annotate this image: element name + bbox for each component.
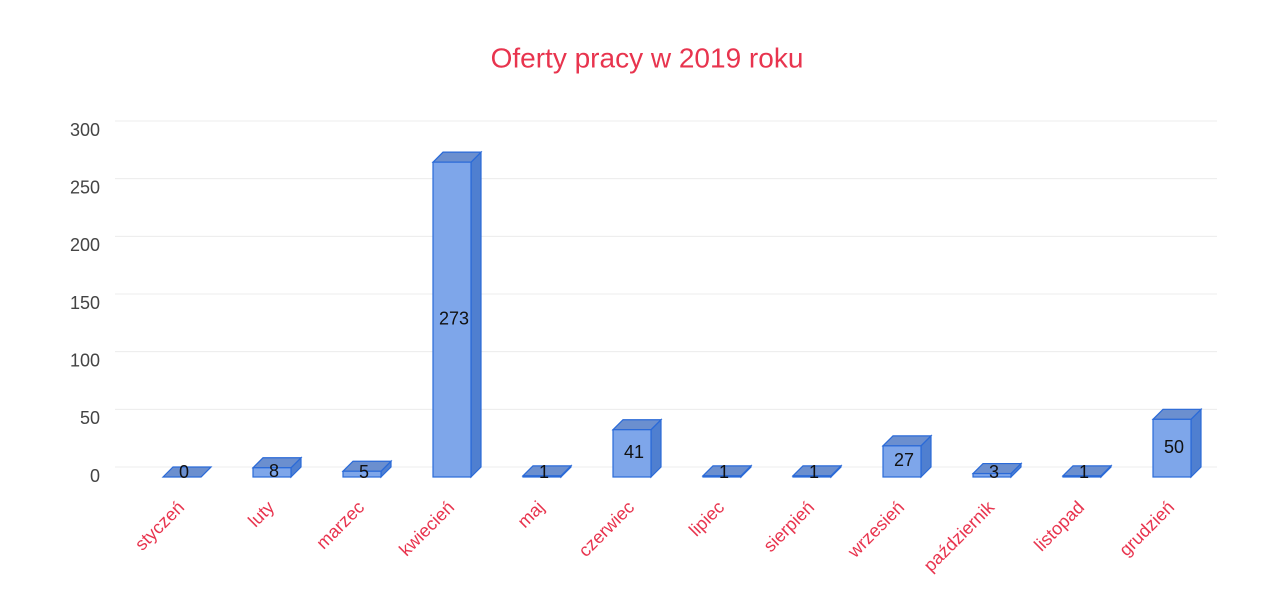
bar-top — [161, 466, 213, 478]
bar — [1152, 418, 1192, 478]
bar — [702, 475, 742, 478]
x-tick-label: czerwiec — [575, 497, 639, 561]
data-label: 50 — [1164, 437, 1184, 457]
data-label: 1 — [1079, 462, 1089, 482]
bar-side — [470, 150, 482, 479]
data-label: 1 — [539, 462, 549, 482]
x-tick-label: luty — [244, 497, 278, 531]
y-tick-label: 0 — [90, 466, 100, 486]
y-tick-label: 300 — [70, 120, 100, 140]
y-tick-label: 250 — [70, 177, 100, 197]
bar — [972, 472, 1012, 478]
data-label: 41 — [624, 442, 644, 462]
x-tick-label: kwiecień — [395, 497, 458, 560]
chart-title: Oferty pracy w 2019 roku — [491, 42, 804, 73]
x-tick-label: marzec — [312, 497, 368, 553]
bar-side — [1190, 407, 1202, 479]
data-label: 3 — [989, 462, 999, 482]
data-label: 5 — [359, 462, 369, 482]
data-label: 8 — [269, 461, 279, 481]
bar — [792, 475, 832, 478]
bar — [612, 429, 652, 478]
x-tick-label: listopad — [1030, 497, 1088, 555]
x-tick-label: sierpień — [759, 497, 818, 556]
x-tick-label: styczeń — [131, 497, 188, 554]
bar — [252, 467, 292, 478]
bar — [342, 470, 382, 478]
x-tick-label: październik — [920, 496, 999, 575]
x-tick-label: grudzień — [1115, 497, 1178, 560]
x-tick-label: maj — [514, 497, 549, 532]
bar — [1062, 475, 1102, 478]
bar — [882, 445, 922, 478]
data-label: 273 — [439, 308, 469, 328]
data-label: 0 — [179, 462, 189, 482]
y-tick-label: 100 — [70, 350, 100, 370]
data-label: 1 — [809, 462, 819, 482]
x-tick-label: wrzesień — [843, 497, 908, 562]
y-tick-label: 150 — [70, 293, 100, 313]
y-tick-label: 50 — [80, 408, 100, 428]
bar — [432, 161, 472, 478]
bar — [522, 475, 562, 478]
data-label: 1 — [719, 462, 729, 482]
x-tick-label: lipiec — [685, 497, 728, 540]
y-tick-label: 200 — [70, 235, 100, 255]
data-label: 27 — [894, 450, 914, 470]
